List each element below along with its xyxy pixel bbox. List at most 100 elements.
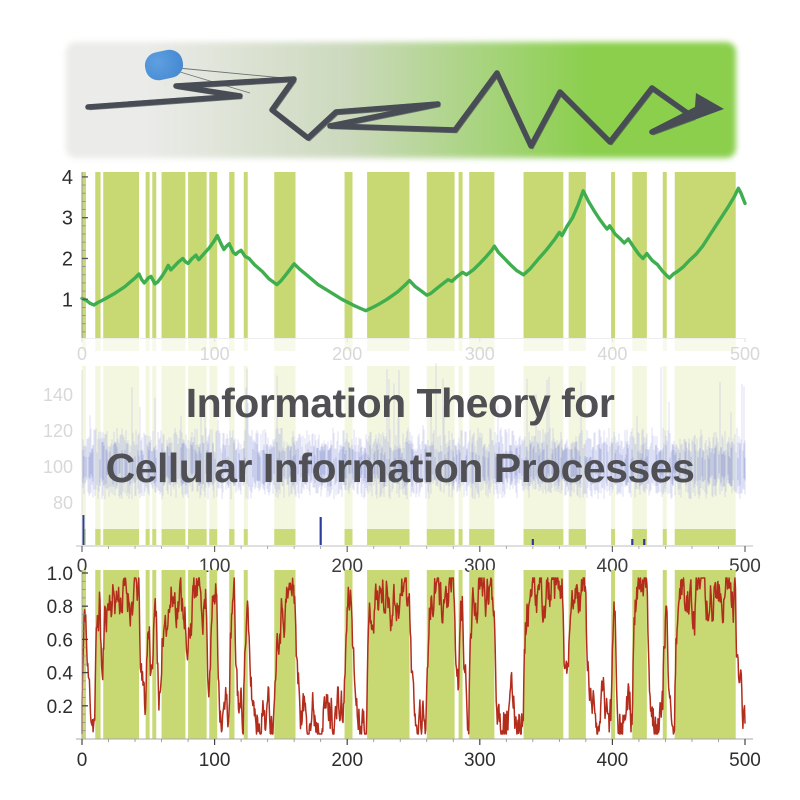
run-interval-band: [611, 338, 616, 351]
run-interval-band: [82, 172, 86, 338]
run-interval-band: [523, 529, 564, 545]
run-interval-band: [103, 338, 140, 351]
run-interval-band: [145, 529, 150, 545]
y-tick-label: 1.0: [47, 564, 73, 585]
run-interval-band: [95, 570, 101, 739]
ligand-concentration-chart: 1 2 3 4 0 100 200 300 400 500: [62, 167, 760, 364]
run-interval-band: [458, 366, 463, 545]
x-tick-label: 100: [199, 750, 231, 771]
run-interval-band: [426, 172, 455, 338]
run-interval-band: [161, 172, 186, 338]
concentration-line: [80, 186, 747, 313]
page-title: Information Theory for Cellular Informat…: [0, 371, 800, 501]
run-interval-band: [632, 338, 647, 351]
run-interval-band: [458, 338, 463, 351]
title-line-2: Cellular Information Processes: [105, 445, 695, 491]
run-interval-band: [426, 529, 455, 545]
x-tick-label: 100: [199, 556, 231, 577]
y-tick-label: 120: [43, 421, 73, 441]
run-interval-band: [103, 366, 140, 545]
run-interval-band: [568, 570, 586, 739]
run-interval-band: [243, 529, 248, 545]
y-tick-label: 2: [62, 248, 73, 270]
x-tick-label: 0: [77, 750, 88, 771]
run-interval-band: [152, 570, 157, 739]
run-interval-band: [82, 338, 86, 351]
noisy-signal-core: [82, 441, 746, 487]
run-interval-band: [161, 366, 186, 545]
run-interval-band: [458, 172, 463, 338]
receptor-activity-chart: 0.2 0.4 0.6 0.8 1.0 0 100 200 300 400 500: [47, 564, 761, 771]
run-interval-band: [274, 338, 296, 351]
x-tick-label: 400: [597, 344, 627, 364]
run-interval-band: [274, 529, 296, 545]
trajectory-path-sketch: [89, 74, 705, 150]
run-interval-band: [243, 338, 248, 351]
activity-line: [81, 577, 746, 735]
run-interval-band: [145, 338, 150, 351]
y-tick-label: 1: [62, 289, 73, 311]
run-interval-band: [95, 529, 101, 545]
run-interval-band: [674, 529, 736, 545]
run-interval-band: [611, 366, 616, 545]
run-interval-band: [523, 338, 564, 351]
run-interval-band: [662, 529, 667, 545]
run-interval-band: [82, 366, 86, 545]
run-interval-band: [209, 529, 218, 545]
run-interval-band: [367, 338, 410, 351]
run-interval-band: [458, 570, 463, 739]
run-interval-band: [145, 172, 150, 338]
run-interval-band: [469, 338, 495, 351]
run-interval-band: [611, 529, 616, 545]
x-tick-label: 300: [464, 750, 496, 771]
run-interval-band: [568, 338, 586, 351]
run-interval-band: [674, 338, 736, 351]
trajectory-path-sketch: [86, 70, 703, 145]
run-interval-band: [243, 570, 248, 739]
run-interval-band: [188, 338, 207, 351]
run-interval-band: [611, 570, 616, 739]
run-interval-band: [458, 529, 463, 545]
trajectory-group: [85, 67, 724, 150]
run-interval-band: [103, 529, 140, 545]
y-tick-label: 100: [43, 457, 73, 477]
run-interval-band: [674, 172, 736, 338]
run-interval-band: [611, 172, 616, 338]
run-interval-band: [662, 366, 667, 545]
run-interval-band: [161, 570, 186, 739]
run-interval-band: [209, 172, 218, 338]
run-interval-band: [662, 570, 667, 739]
x-tick-label: 0: [77, 344, 87, 364]
run-interval-band: [274, 366, 296, 545]
x-tick-label: 200: [331, 556, 363, 577]
y-tick-label: 4: [62, 167, 73, 189]
run-interval-band: [229, 570, 235, 739]
run-interval-band: [523, 570, 564, 739]
run-interval-band: [152, 338, 157, 351]
y-tick-label: 140: [43, 385, 73, 405]
y-tick-label: 0.4: [47, 664, 74, 685]
run-interval-band: [662, 172, 667, 338]
trajectory-arrowhead-icon: [694, 93, 724, 120]
run-interval-band: [152, 172, 157, 338]
x-tick-label: 200: [332, 344, 362, 364]
run-interval-band: [82, 570, 86, 739]
run-interval-band: [229, 366, 235, 545]
x-tick-label: 500: [730, 344, 760, 364]
run-interval-band: [209, 338, 218, 351]
run-interval-band: [95, 366, 101, 545]
y-tick-label: 0.2: [47, 697, 73, 718]
run-interval-band: [568, 172, 586, 338]
run-interval-band: [209, 570, 218, 739]
run-interval-band: [103, 172, 140, 338]
run-interval-band: [229, 338, 235, 351]
run-interval-band: [161, 338, 186, 351]
run-interval-band: [426, 338, 455, 351]
run-interval-band: [274, 570, 296, 739]
run-interval-band: [469, 529, 495, 545]
title-line-1: Information Theory for: [185, 380, 615, 426]
